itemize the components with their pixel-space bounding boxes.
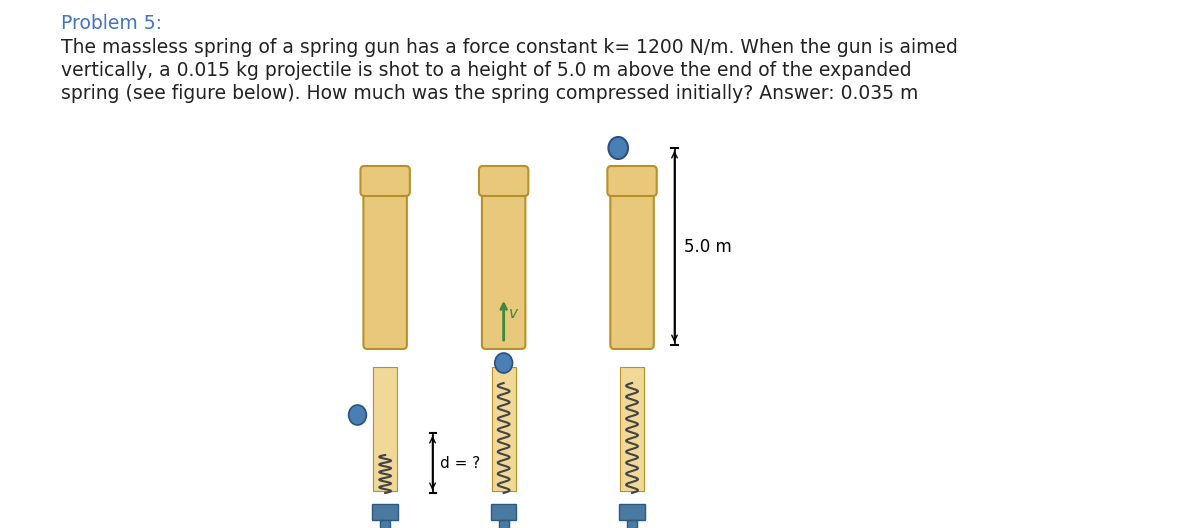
FancyBboxPatch shape — [479, 166, 528, 196]
Ellipse shape — [608, 137, 628, 159]
FancyBboxPatch shape — [611, 166, 654, 349]
FancyBboxPatch shape — [360, 166, 410, 196]
FancyBboxPatch shape — [482, 166, 526, 349]
FancyBboxPatch shape — [364, 166, 407, 349]
Bar — [499, 520, 509, 528]
Text: spring (see figure below). How much was the spring compressed initially? Answer:: spring (see figure below). How much was … — [61, 84, 919, 103]
FancyBboxPatch shape — [607, 166, 656, 196]
Text: vertically, a 0.015 kg projectile is shot to a height of 5.0 m above the end of : vertically, a 0.015 kg projectile is sho… — [61, 61, 912, 80]
Text: Problem 5:: Problem 5: — [61, 14, 162, 33]
Bar — [491, 504, 516, 520]
Bar — [373, 367, 397, 491]
Ellipse shape — [349, 405, 366, 425]
Bar — [492, 367, 516, 491]
Text: d = ?: d = ? — [440, 456, 481, 470]
Bar — [372, 504, 398, 520]
Bar — [620, 367, 644, 491]
Bar — [619, 504, 644, 520]
Bar — [628, 520, 637, 528]
Bar — [380, 520, 390, 528]
Text: 5.0 m: 5.0 m — [684, 238, 732, 256]
Text: The massless spring of a spring gun has a force constant k= 1200 N/m. When the g: The massless spring of a spring gun has … — [61, 38, 958, 57]
Text: v: v — [509, 306, 517, 322]
Ellipse shape — [494, 353, 512, 373]
